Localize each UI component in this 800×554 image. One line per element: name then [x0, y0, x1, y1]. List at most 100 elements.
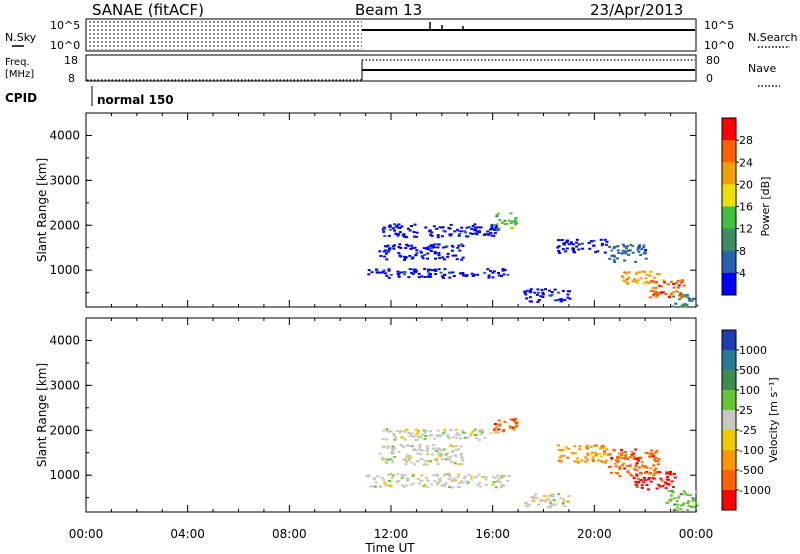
echo-cell — [618, 456, 622, 459]
nave-tick-bottom: 0 — [706, 72, 713, 85]
echo-cell — [498, 481, 502, 483]
echo-cell — [489, 231, 493, 234]
echo-cell — [426, 246, 430, 249]
echo-cell — [632, 456, 636, 459]
echo-cell — [680, 504, 683, 507]
echo-cell — [437, 434, 441, 437]
echo-cell — [671, 305, 675, 308]
echo-cell — [600, 445, 604, 448]
echo-cell — [498, 219, 502, 221]
echo-cell — [529, 291, 533, 294]
colorbar-tick-label: 12 — [739, 223, 753, 236]
echo-cell — [435, 450, 439, 452]
echo-cell — [564, 250, 567, 253]
echo-cell — [405, 243, 409, 246]
echo-cell — [384, 484, 388, 487]
echo-cell — [448, 458, 452, 461]
colorbar-tick-label: -25 — [739, 424, 757, 437]
echo-cell — [594, 452, 598, 455]
echo-cell — [387, 268, 391, 271]
echo-cell — [407, 432, 411, 435]
echo-cell — [575, 238, 579, 241]
echo-cell — [553, 299, 557, 302]
echo-cell — [471, 430, 475, 433]
echo-cell — [435, 457, 439, 460]
echo-cell — [448, 234, 452, 237]
echo-cell — [492, 234, 496, 237]
colorbar-band — [722, 490, 736, 511]
echo-cell — [567, 495, 571, 498]
echo-cell — [667, 490, 671, 493]
echo-cell — [494, 486, 498, 489]
echo-cell — [403, 430, 407, 433]
echo-cell — [625, 272, 629, 275]
echo-cell — [456, 246, 460, 249]
echo-cell — [496, 431, 500, 434]
colorbar-tick-label: 1000 — [739, 344, 767, 357]
echo-cell — [639, 253, 643, 256]
echo-cell — [670, 480, 674, 483]
echo-cell — [440, 226, 444, 229]
echo-cell — [681, 295, 685, 298]
echo-cell — [669, 470, 672, 473]
echo-cell — [503, 474, 507, 477]
nave-tick-top: 80 — [706, 54, 720, 67]
echo-cell — [565, 247, 569, 250]
echo-cell — [443, 268, 447, 271]
echo-cell — [584, 460, 588, 463]
echo-cell — [526, 505, 529, 508]
echo-cell — [645, 280, 648, 283]
nsearch-label: N.Search — [748, 31, 798, 44]
echo-cell — [665, 471, 669, 474]
echo-cell — [632, 477, 636, 479]
echo-cell — [498, 424, 502, 427]
echo-cell — [414, 439, 418, 442]
echo-cell — [425, 476, 428, 479]
echo-cell — [461, 459, 465, 462]
echo-cell — [532, 497, 536, 500]
echo-cell — [618, 465, 622, 468]
echo-cell — [426, 479, 430, 482]
echo-cell — [451, 436, 455, 439]
echo-cell — [411, 474, 415, 477]
echo-cell — [613, 245, 617, 248]
echo-cell — [682, 502, 686, 505]
echo-cell — [528, 300, 532, 303]
echo-cell — [461, 256, 465, 259]
echo-cell — [681, 509, 685, 512]
echo-cell — [378, 250, 382, 253]
echo-cell — [443, 431, 447, 434]
echo-cell — [561, 289, 565, 292]
echo-cell — [473, 428, 477, 431]
echo-cell — [561, 248, 565, 251]
echo-cell — [512, 418, 516, 421]
echo-cell — [612, 449, 616, 452]
echo-cell — [672, 295, 676, 298]
echo-cell — [383, 235, 387, 237]
echo-cell — [420, 474, 424, 477]
echo-cell — [367, 273, 371, 276]
colorbar-band — [722, 330, 736, 351]
echo-cell — [597, 459, 600, 462]
nsky-tick-bottom: 10^0 — [50, 39, 80, 52]
echo-cell — [429, 233, 433, 236]
echo-cell — [442, 276, 445, 279]
echo-cell — [633, 468, 637, 471]
echo-cell — [484, 478, 488, 481]
echo-cell — [629, 465, 632, 468]
echo-cell — [497, 227, 501, 230]
echo-cell — [403, 458, 406, 461]
echo-cell — [451, 480, 455, 482]
echo-cell — [443, 483, 447, 486]
echo-cell — [491, 276, 495, 279]
echo-cell — [443, 474, 447, 477]
echo-cell — [625, 245, 629, 248]
echo-cell — [494, 431, 497, 434]
echo-cell — [662, 279, 666, 282]
colorbar-band — [722, 390, 736, 411]
echo-cell — [436, 447, 440, 450]
echo-cell — [652, 455, 656, 458]
echo-cell — [653, 276, 657, 279]
echo-cell — [383, 457, 387, 460]
echo-cell — [585, 446, 589, 449]
